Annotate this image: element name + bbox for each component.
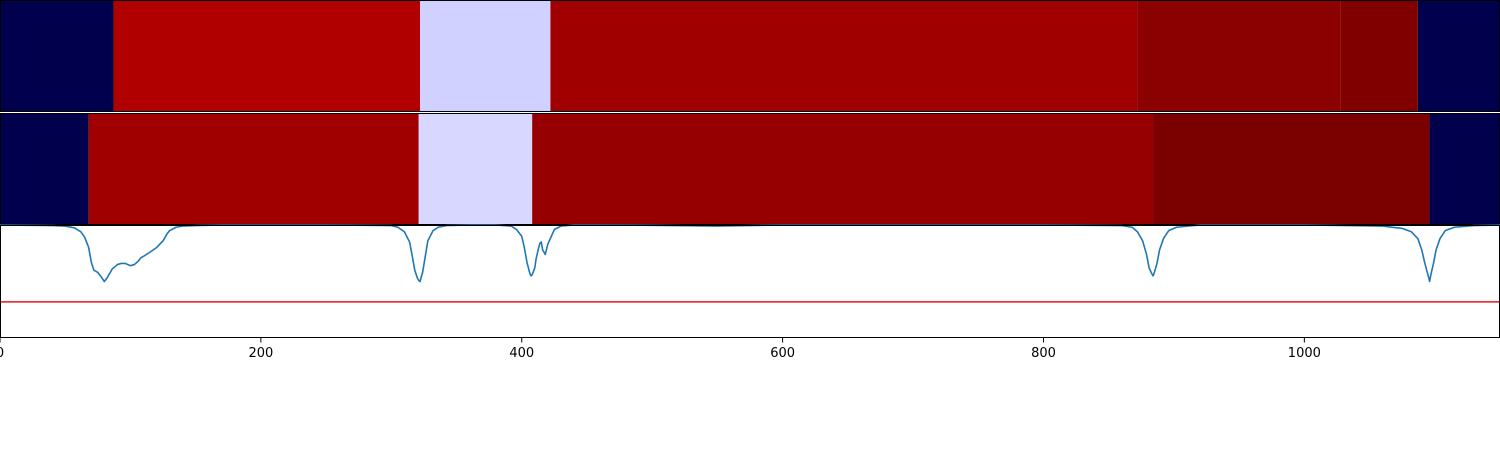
segment-2-1 (0, 113, 89, 225)
x-axis: 0 200 400 600 800 1000 (0, 338, 1321, 361)
segment-1-2 (113, 0, 420, 112)
segment-1-1 (0, 0, 114, 112)
segment-1-4 (550, 0, 1138, 112)
segment-2-4 (532, 113, 1154, 225)
segment-2-5 (1153, 113, 1430, 225)
segment-2-2 (88, 113, 419, 225)
x-tick-label-0: 0 (0, 346, 4, 361)
x-tick-label-400: 400 (509, 346, 534, 361)
segment-1-5 (1137, 0, 1341, 112)
x-tick-label-600: 600 (770, 346, 795, 361)
segment-strip-2 (0, 112, 1500, 225)
x-tick-label-1000: 1000 (1288, 346, 1321, 361)
segment-1-3 (420, 0, 551, 112)
segment-1-6 (1340, 0, 1418, 112)
signal-panel-background (0, 225, 1500, 338)
segment-strip-1 (0, 0, 1500, 112)
segment-2-6 (1429, 113, 1500, 225)
segment-2-3 (418, 113, 533, 225)
x-tick-label-800: 800 (1031, 346, 1056, 361)
segment-1-7 (1417, 0, 1500, 112)
signal-panel (0, 224, 1500, 338)
x-tick-label-200: 200 (248, 346, 273, 361)
